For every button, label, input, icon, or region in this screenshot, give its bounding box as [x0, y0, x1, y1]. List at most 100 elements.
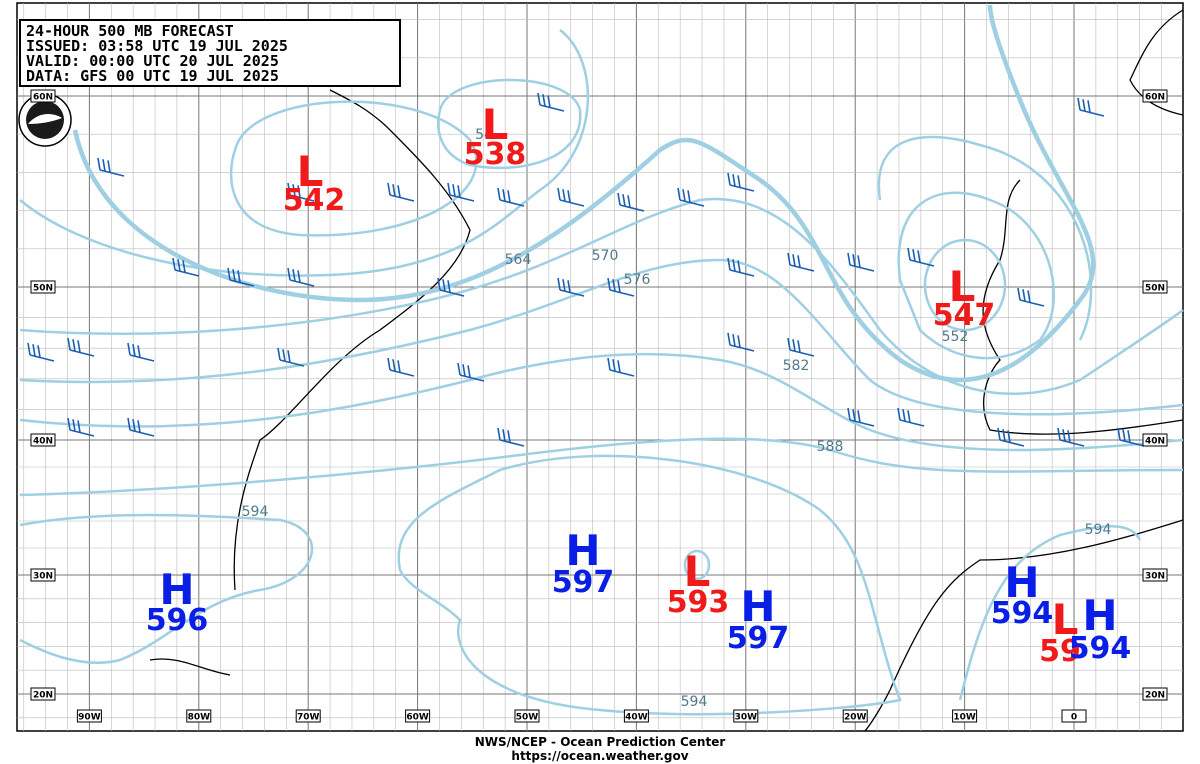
barb-shaft: [129, 354, 155, 362]
barb-flag: [287, 267, 291, 281]
barb-shaft: [499, 439, 525, 447]
wind-barb: [787, 337, 815, 357]
label-box: [1142, 687, 1168, 701]
barb-flag: [907, 247, 911, 261]
wind-barb: [907, 247, 935, 267]
center-value: 542: [283, 183, 346, 218]
barb-flag: [232, 269, 236, 282]
barb-flag: [997, 427, 1001, 441]
barb-flag: [857, 410, 861, 423]
barb-shaft: [289, 194, 315, 202]
grid-label: 50W: [516, 713, 539, 723]
barb-flag: [387, 357, 391, 371]
barb-flag: [277, 347, 281, 361]
center-value: 593: [667, 585, 730, 620]
wind-barb: [1117, 427, 1145, 447]
barb-flag: [447, 280, 451, 293]
label-box: [842, 709, 868, 723]
contour-label: 564: [505, 252, 532, 268]
label-box: [1142, 433, 1168, 447]
barb-flag: [847, 407, 851, 421]
barb-shaft: [439, 289, 465, 297]
barb-flag: [912, 249, 916, 262]
barb-shaft: [289, 279, 315, 287]
wind-barb: [447, 182, 475, 202]
wind-barb: [287, 182, 315, 202]
center-symbol: L: [482, 100, 509, 149]
center-symbol: H: [1004, 558, 1039, 607]
barb-flag: [502, 429, 506, 442]
barb-shaft: [449, 194, 475, 202]
grid-label: 60N: [1145, 93, 1165, 103]
barb-flag: [622, 194, 626, 207]
label-box: [623, 709, 649, 723]
barb-flag: [137, 420, 141, 433]
label-box: [1142, 89, 1168, 103]
wind-barb: [97, 157, 125, 177]
contour-label: 588: [817, 439, 844, 455]
center-value: 597: [727, 621, 790, 656]
barb-flag: [237, 270, 241, 283]
barb-flag: [97, 157, 101, 171]
barb-flag: [902, 409, 906, 422]
barb-flag: [447, 182, 451, 196]
barb-shaft: [559, 289, 585, 297]
barb-flag: [387, 182, 391, 196]
wind-barb: [387, 182, 415, 202]
wind-barb: [1017, 287, 1045, 307]
header-line: VALID: 00:00 UTC 20 JUL 2025: [26, 52, 279, 70]
header-line: 24-HOUR 500 MB FORECAST: [26, 22, 234, 40]
wind-barb: [497, 427, 525, 447]
barb-flag: [1117, 427, 1121, 441]
contour-line: [897, 191, 1055, 360]
barb-shaft: [1019, 299, 1045, 307]
footer-line: NWS/NCEP - Ocean Prediction Center: [475, 735, 726, 749]
barb-shaft: [389, 369, 415, 377]
barb-flag: [917, 250, 921, 263]
barb-shaft: [679, 199, 705, 207]
wind-barb: [27, 342, 55, 362]
wind-barb: [897, 407, 925, 427]
wind-barb: [457, 362, 485, 382]
grid-label: 30W: [735, 713, 758, 723]
label-box: [514, 709, 540, 723]
barb-shaft: [559, 199, 585, 207]
barb-flag: [397, 185, 401, 198]
center-symbol: L: [949, 262, 976, 311]
barb-flag: [502, 189, 506, 202]
header-box: [19, 19, 401, 87]
barb-shaft: [729, 184, 755, 192]
grid-label: 0: [1071, 713, 1077, 723]
center-value: 594: [1069, 631, 1132, 666]
label-box: [30, 280, 56, 294]
barb-shaft: [789, 264, 815, 272]
contour-line: [19, 197, 1184, 396]
barb-flag: [1127, 430, 1131, 443]
barb-shaft: [69, 429, 95, 437]
contour-line: [19, 352, 1184, 452]
barb-flag: [287, 350, 291, 363]
barb-shaft: [789, 349, 815, 357]
grid-label: 50N: [33, 284, 53, 294]
barb-flag: [617, 192, 621, 206]
header-line: ISSUED: 03:58 UTC 19 JUL 2025: [26, 37, 288, 55]
barb-flag: [102, 159, 106, 172]
barb-flag: [797, 340, 801, 353]
contour-line: [877, 135, 1093, 341]
contour-label: 594: [242, 504, 269, 520]
barb-flag: [737, 260, 741, 273]
label-box: [30, 568, 56, 582]
barb-flag: [557, 187, 561, 201]
center-value: 596: [146, 603, 209, 638]
grid-label: 20W: [844, 713, 867, 723]
contour-line: [19, 258, 1184, 416]
barb-flag: [1017, 287, 1021, 301]
barb-flag: [607, 357, 611, 371]
barb-shaft: [279, 359, 305, 367]
wind-barb: [607, 277, 635, 297]
grid-label: 80W: [188, 713, 211, 723]
contour-line: [397, 454, 902, 716]
label-box: [1142, 568, 1168, 582]
barb-flag: [737, 175, 741, 188]
contour-line: [958, 525, 1142, 701]
